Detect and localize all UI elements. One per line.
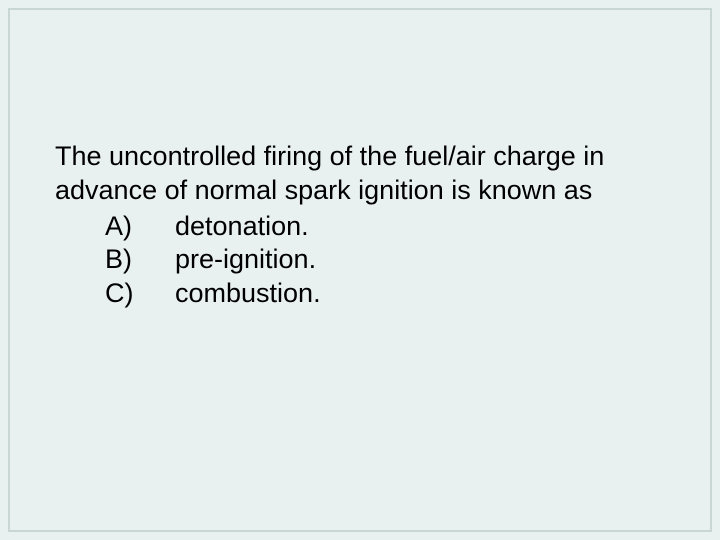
question-text: The uncontrolled firing of the fuel/air …	[55, 140, 665, 208]
option-c: C)combustion.	[55, 277, 665, 311]
option-text: combustion.	[175, 278, 321, 308]
option-text: detonation.	[175, 211, 309, 241]
option-label: B)	[105, 243, 175, 277]
option-a: A)detonation.	[55, 210, 665, 244]
option-b: B)pre-ignition.	[55, 243, 665, 277]
slide-content: The uncontrolled firing of the fuel/air …	[55, 140, 665, 311]
option-label: A)	[105, 210, 175, 244]
option-text: pre-ignition.	[175, 244, 316, 274]
options-list: A)detonation. B)pre-ignition. C)combusti…	[55, 210, 665, 311]
option-label: C)	[105, 277, 175, 311]
